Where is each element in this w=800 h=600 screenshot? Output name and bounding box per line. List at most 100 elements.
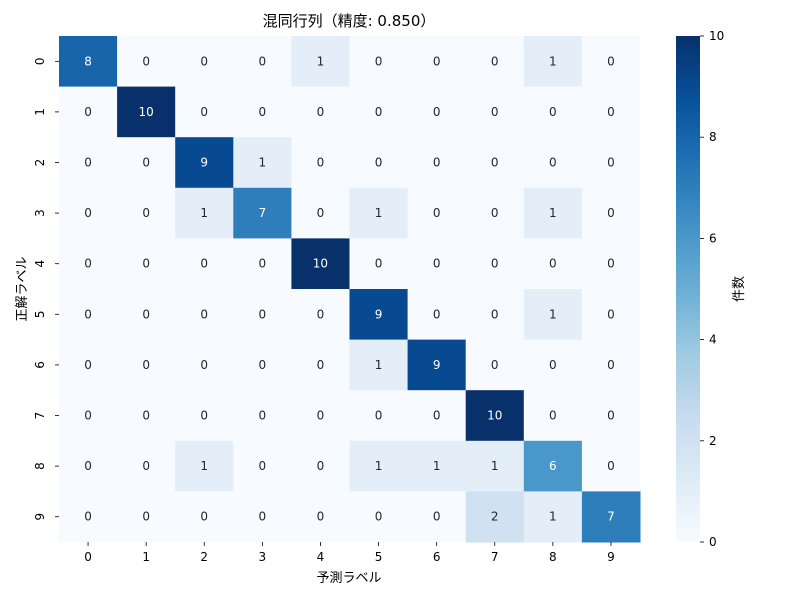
- heatmap-cell: [465, 440, 525, 492]
- colorbar-ticks: 0 2 4 6 8 10: [700, 29, 724, 549]
- cell-value-label: 0: [491, 156, 499, 170]
- cell-value-label: 0: [607, 409, 615, 423]
- cell-value-label: 1: [200, 206, 208, 220]
- cell-value-label: 0: [317, 409, 325, 423]
- cell-value-label: 0: [84, 257, 92, 271]
- heatmap-cell: [523, 440, 583, 492]
- x-tick-label: 4: [317, 550, 325, 564]
- cell-value-label: 1: [433, 459, 441, 473]
- heatmap-cell: [407, 86, 467, 138]
- heatmap-cell: [175, 36, 234, 88]
- heatmap-cell: [175, 440, 234, 492]
- cell-value-label: 1: [549, 307, 557, 321]
- colorbar-tick-label: 0: [709, 535, 717, 549]
- heatmap-cell: [407, 491, 467, 543]
- cell-value-label: 0: [200, 358, 208, 372]
- heatmap-cell: [175, 339, 234, 391]
- cell-value-label: 0: [142, 257, 150, 271]
- heatmap-cell: [117, 36, 176, 88]
- heatmap-cell: [581, 187, 641, 239]
- heatmap-cell: [59, 390, 118, 442]
- cell-value-label: 0: [491, 307, 499, 321]
- cell-value-label: 1: [549, 206, 557, 220]
- y-tick-label: 5: [33, 310, 47, 318]
- cell-value-label: 0: [84, 156, 92, 170]
- heatmap-cell: [117, 440, 176, 492]
- cell-value-label: 0: [607, 459, 615, 473]
- heatmap-cell: [581, 491, 641, 543]
- cell-value-label: 0: [259, 307, 267, 321]
- cell-value-label: 0: [259, 105, 267, 119]
- y-tick-label: 0: [33, 57, 47, 65]
- heatmap-cell: [349, 491, 409, 543]
- y-tick-label: 3: [33, 209, 47, 217]
- cell-value-label: 9: [200, 156, 208, 170]
- cell-value-label: 0: [317, 206, 325, 220]
- cell-value-label: 0: [549, 156, 557, 170]
- heatmap-cell: [233, 289, 292, 341]
- heatmap-cell: [581, 36, 641, 88]
- cell-value-label: 10: [139, 105, 154, 119]
- heatmap-cell: [175, 289, 234, 341]
- heatmap-cell: [233, 491, 292, 543]
- cell-value-label: 1: [259, 156, 267, 170]
- heatmap-cell: [349, 36, 409, 88]
- heatmap-cell: [523, 238, 583, 290]
- y-tick-label: 6: [33, 361, 47, 369]
- cell-value-label: 0: [200, 409, 208, 423]
- cell-value-label: 0: [375, 105, 383, 119]
- cell-value-label: 0: [607, 358, 615, 372]
- heatmap-cell: [117, 289, 176, 341]
- cell-value-label: 0: [142, 358, 150, 372]
- heatmap-cell: [465, 390, 525, 442]
- colorbar: [676, 36, 700, 542]
- heatmap-cell: [465, 491, 525, 543]
- heatmap-cell: [407, 440, 467, 492]
- colorbar-tick-label: 6: [709, 231, 717, 245]
- cell-value-label: 7: [259, 206, 267, 220]
- cell-value-label: 1: [549, 54, 557, 68]
- heatmap-cell: [349, 86, 409, 138]
- cell-value-label: 0: [259, 459, 267, 473]
- heatmap-cell: [59, 86, 118, 138]
- heatmap-cell: [523, 390, 583, 442]
- cell-value-label: 0: [375, 257, 383, 271]
- heatmap-cell: [291, 390, 350, 442]
- colorbar-tick-label: 10: [709, 29, 724, 43]
- cell-value-label: 0: [142, 156, 150, 170]
- cell-value-label: 0: [200, 510, 208, 524]
- cell-value-label: 0: [200, 307, 208, 321]
- heatmap-cell: [233, 86, 292, 138]
- heatmap-cell: [465, 289, 525, 341]
- cell-value-label: 0: [142, 510, 150, 524]
- cell-value-label: 0: [84, 105, 92, 119]
- cell-value-label: 0: [491, 358, 499, 372]
- cell-value-label: 0: [84, 459, 92, 473]
- heatmap-cell: [523, 187, 583, 239]
- cell-value-label: 8: [84, 54, 92, 68]
- cell-value-label: 0: [200, 257, 208, 271]
- cell-value-label: 0: [200, 54, 208, 68]
- cell-value-label: 0: [549, 358, 557, 372]
- colorbar-tick-label: 8: [709, 130, 717, 144]
- heatmap-cell: [291, 289, 350, 341]
- heatmap-cell: [465, 137, 525, 189]
- heatmap-cell: [291, 440, 350, 492]
- heatmap-cell: [465, 86, 525, 138]
- heatmap-cell: [465, 187, 525, 239]
- heatmap-cell: [175, 491, 234, 543]
- cell-value-label: 6: [549, 459, 557, 473]
- cell-value-label: 0: [317, 307, 325, 321]
- y-tick-label: 9: [33, 513, 47, 521]
- heatmap-cell: [465, 238, 525, 290]
- cell-value-label: 0: [317, 459, 325, 473]
- heatmap-cell: [117, 86, 176, 138]
- heatmap-cell: [581, 137, 641, 189]
- cell-value-label: 0: [259, 409, 267, 423]
- heatmap-cell: [59, 137, 118, 189]
- heatmap-cell: [117, 187, 176, 239]
- x-tick-label: 8: [549, 550, 557, 564]
- heatmap-cell: [59, 289, 118, 341]
- x-tick-label: 0: [84, 550, 92, 564]
